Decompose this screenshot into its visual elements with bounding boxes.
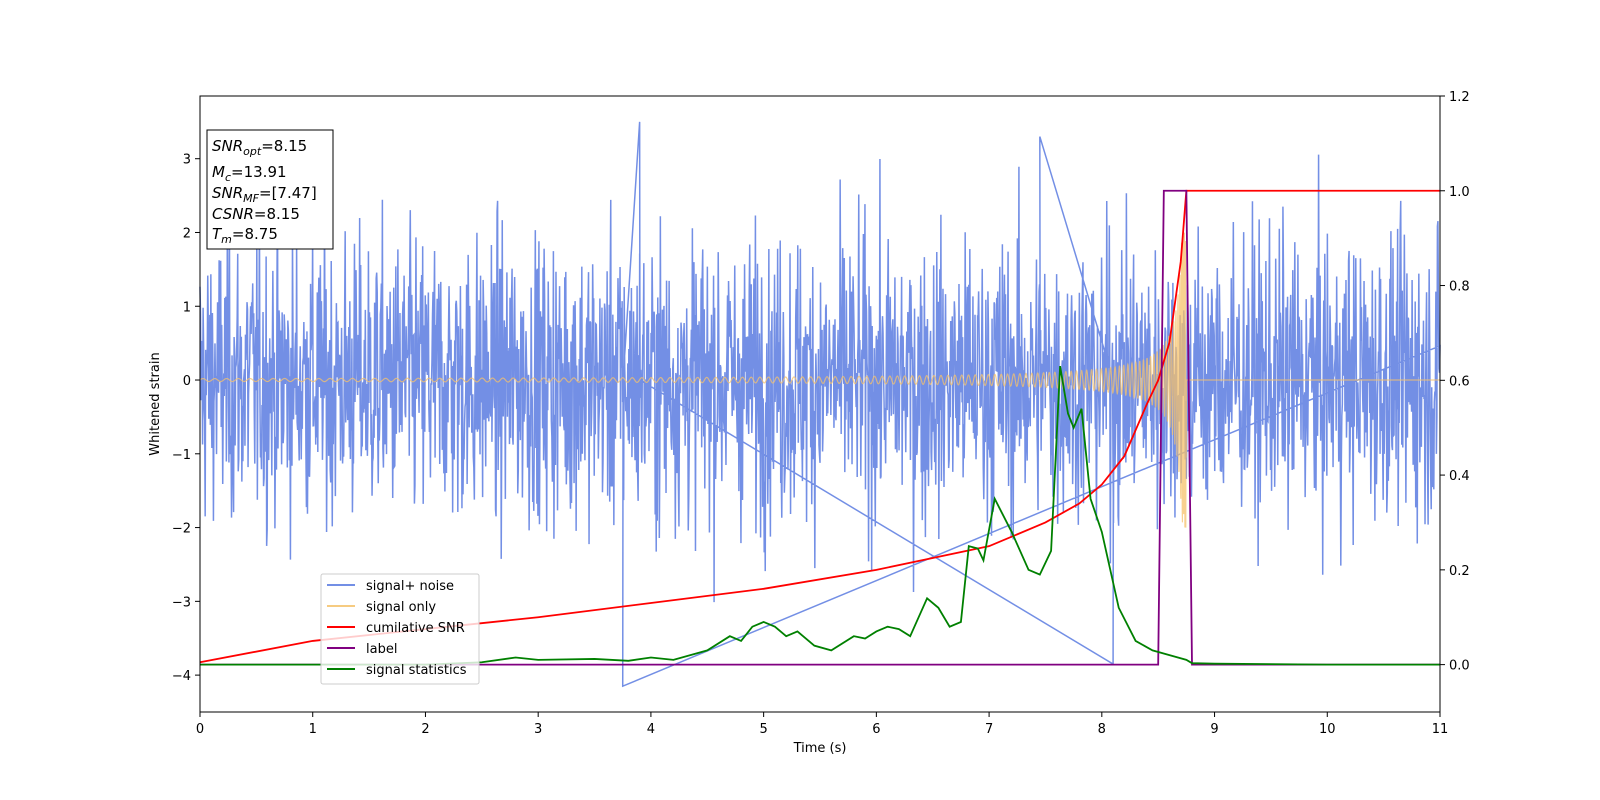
y-left-tick-label: 2 <box>183 226 191 241</box>
x-tick-label: 0 <box>196 722 204 737</box>
legend-cumulative-snr-text: cumilative SNR <box>366 621 465 636</box>
legend-signal-only-text: signal only <box>366 600 436 615</box>
x-axis-label: Time (s) <box>793 741 847 756</box>
y-left-tick-label: −3 <box>172 595 191 610</box>
info-snr-opt: SNRopt=8.15 <box>212 137 307 158</box>
legend-frame <box>320 573 480 685</box>
x-tick-label: 7 <box>985 722 993 737</box>
plot-area <box>199 121 1441 688</box>
axes: 0 1 2 3 4 5 6 7 8 9 10 11 −4 −3 −2 −1 0 1 2 3 0.0 0.2 0.4 0.6 0.… <box>172 90 1470 737</box>
info-snr-mf: SNRMF=[7.47] <box>212 184 317 205</box>
x-tick-label: 4 <box>647 722 655 737</box>
y-right-tick-label: 0.6 <box>1449 374 1470 389</box>
series-signal-noise-line <box>199 121 1441 688</box>
y-right-tick-label: 0.0 <box>1449 659 1470 674</box>
y-axis-label: Whitened strain <box>148 352 163 455</box>
y-left-tick-label: 0 <box>183 374 191 389</box>
axes-frame <box>199 95 1441 713</box>
x-tick-label: 9 <box>1210 722 1218 737</box>
y-left-tick-label: 1 <box>183 300 191 315</box>
info-tm: Tm=8.75 <box>212 225 278 246</box>
info-mc: Mc=13.91 <box>212 163 287 184</box>
legend: signal+ noise signal only cumilative SNR la… <box>320 573 480 685</box>
y-right-tick-label: 1.2 <box>1449 90 1470 105</box>
series-cumulative-snr-line <box>199 189 1440 664</box>
legend-signal-statistics-text: signal statistics <box>366 663 467 678</box>
y-right-tick-label: 0.8 <box>1449 280 1470 295</box>
y-left-tick-label: −2 <box>172 522 191 537</box>
y-right-tick-label: 0.2 <box>1449 564 1470 579</box>
legend-label-text: label <box>366 642 397 657</box>
x-tick-label: 10 <box>1319 722 1336 737</box>
y-left-tick-label: −4 <box>172 669 191 684</box>
x-tick-label: 5 <box>759 722 767 737</box>
x-tick-label: 11 <box>1432 722 1449 737</box>
y-left-tick-label: −1 <box>172 448 191 463</box>
x-tick-label: 2 <box>421 722 429 737</box>
y-left-tick-label: 3 <box>183 153 191 168</box>
y-right-tick-label: 1.0 <box>1449 185 1470 200</box>
y-right-tick-label: 0.4 <box>1449 469 1470 484</box>
x-tick-label: 8 <box>1098 722 1106 737</box>
x-tick-label: 6 <box>872 722 880 737</box>
legend-signal-noise-text: signal+ noise <box>366 579 454 594</box>
x-tick-label: 3 <box>534 722 542 737</box>
info-csnr: CSNR=8.15 <box>212 205 300 223</box>
info-box: SNRopt=8.15 Mc=13.91 SNRMF=[7.47] CSNR=8… <box>206 129 334 250</box>
series-signal-statistics-line <box>200 365 1440 666</box>
info-box-frame <box>206 129 334 250</box>
series-signal-only-line <box>199 232 1440 528</box>
x-tick-label: 1 <box>309 722 317 737</box>
